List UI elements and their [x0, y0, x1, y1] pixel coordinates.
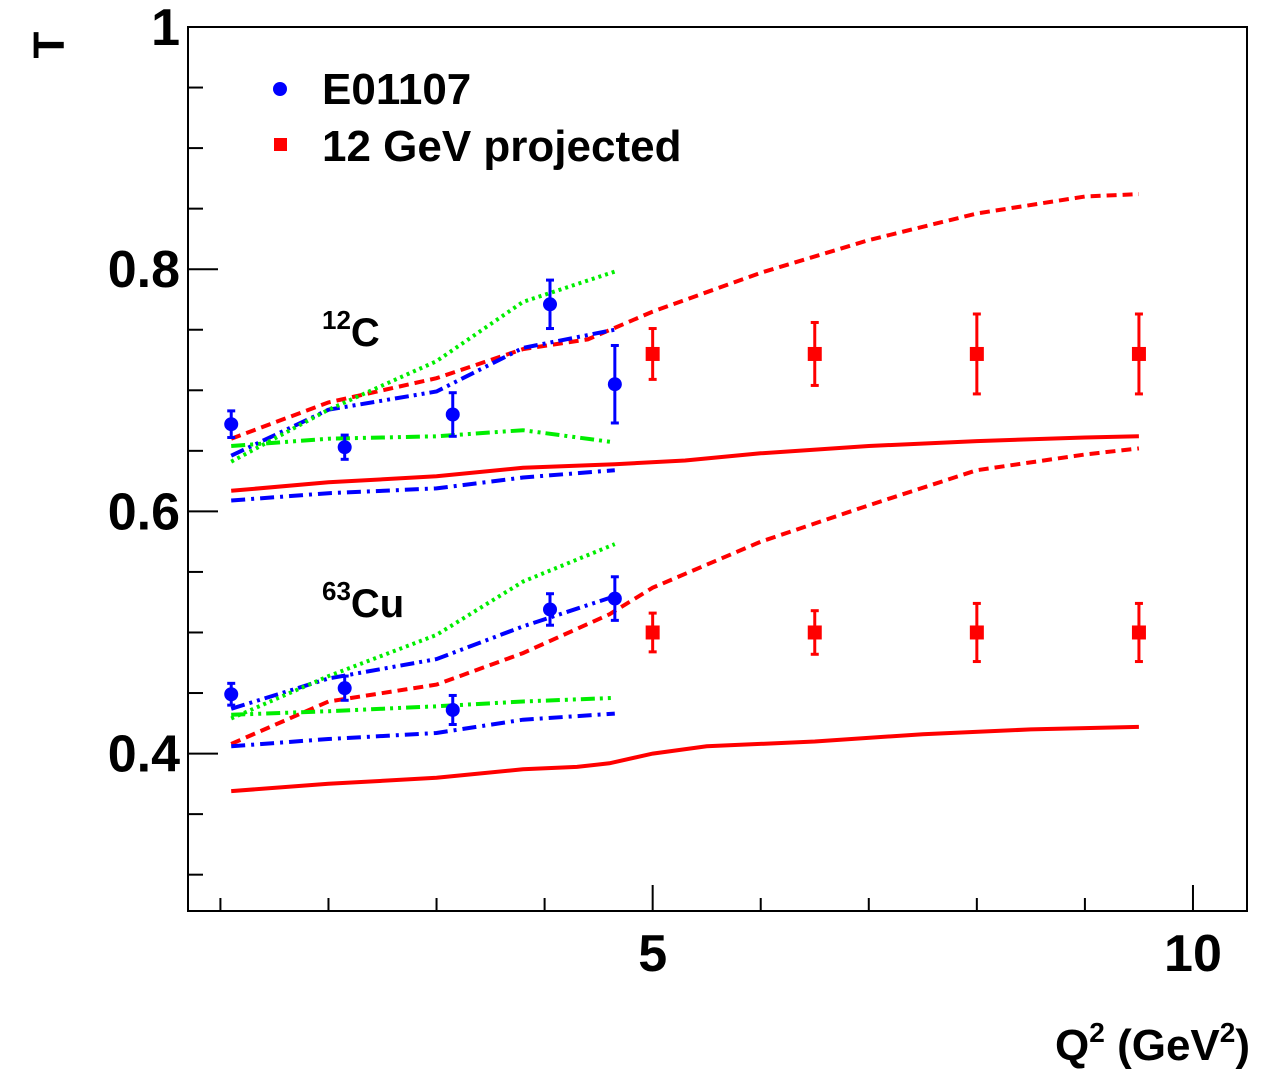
y-tick-label: 0.8 — [108, 241, 180, 299]
data-point-projected — [1131, 346, 1146, 361]
model-curve-dotted-cu — [230, 542, 616, 721]
data-point-projected — [969, 625, 984, 640]
data-point-e01107 — [337, 440, 352, 455]
axes: 0.4 0.6 0.8 1 5 10 — [108, 0, 1222, 983]
data-point-projected — [807, 346, 822, 361]
legend-label-projected: 12 GeV projected — [322, 122, 681, 171]
legend: E01107 12 GeV projected — [273, 65, 681, 171]
data-point-e01107 — [337, 681, 352, 696]
data-point-e01107 — [224, 687, 239, 702]
data-point-projected — [645, 346, 660, 361]
model-curve-solid-cu — [231, 724, 1139, 794]
model-curve-dashdotdot-cu — [231, 695, 615, 717]
legend-label-e01107: E01107 — [322, 65, 471, 114]
model-curve-dashdotdot-cu — [230, 594, 616, 711]
data-point-e01107 — [607, 591, 622, 606]
model-curve-dotted-c — [230, 269, 616, 464]
model-curve-dashdot-cu — [231, 711, 615, 749]
model-curve-dashed-c — [230, 192, 1139, 441]
legend-marker-e01107 — [273, 82, 287, 96]
plot-frame — [187, 26, 1248, 912]
annotation-copper: 63Cu — [322, 576, 404, 626]
model-curve-dashdotdot-c — [230, 327, 616, 458]
data-point-e01107 — [445, 407, 460, 422]
annotation-carbon: 12C — [322, 305, 380, 355]
data-point-e01107 — [543, 602, 558, 617]
data-point-projected — [1131, 625, 1146, 640]
data-points — [224, 278, 1146, 727]
model-curve-solid-c — [231, 434, 1139, 493]
data-point-projected — [807, 625, 822, 640]
data-point-e01107 — [224, 417, 239, 432]
data-point-projected — [645, 625, 660, 640]
y-tick-label: 0.6 — [108, 483, 180, 541]
y-tick-label: 1 — [151, 0, 180, 57]
data-point-e01107 — [607, 377, 622, 392]
y-axis-title: T — [25, 31, 74, 58]
x-tick-label: 10 — [1164, 925, 1222, 983]
model-curve-dashdot-c — [231, 468, 615, 503]
data-point-e01107 — [543, 297, 558, 312]
legend-marker-projected — [274, 138, 287, 151]
model-curve-dashdotdot-c — [231, 428, 616, 448]
x-axis-title: Q2 (GeV2) — [1055, 1017, 1250, 1070]
model-curve-dashed-cu — [230, 446, 1140, 746]
data-point-e01107 — [445, 702, 460, 717]
data-point-projected — [969, 346, 984, 361]
model-curves — [230, 192, 1140, 794]
x-tick-label: 5 — [638, 925, 667, 983]
y-tick-label: 0.4 — [108, 726, 180, 784]
